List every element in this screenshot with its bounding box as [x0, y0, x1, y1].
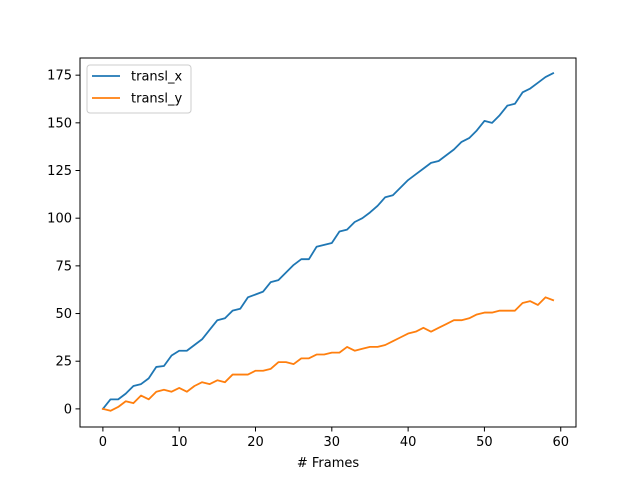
y-tick-label: 100 — [47, 212, 72, 227]
legend-box — [86, 64, 192, 114]
x-tick-label: 50 — [476, 435, 493, 450]
legend-label-transl_y: transl_y — [131, 92, 183, 107]
y-tick-label: 25 — [55, 355, 72, 370]
series-line-transl_y — [101, 296, 555, 412]
series-lines — [101, 72, 555, 412]
x-tick-label: 0 — [99, 435, 107, 450]
y-tick-label: 125 — [47, 164, 72, 179]
y-tick-label: 50 — [55, 307, 72, 322]
x-axis-ticks: 0 10 20 30 40 50 60 — [99, 427, 569, 450]
x-axis-label: # Frames — [297, 456, 360, 471]
legend: transl_x transl_y — [86, 64, 192, 114]
x-tick-label: 30 — [324, 435, 341, 450]
y-tick-label: 75 — [55, 259, 72, 274]
y-tick-label: 175 — [47, 69, 72, 84]
x-tick-label: 60 — [552, 435, 569, 450]
x-tick-label: 20 — [247, 435, 264, 450]
y-tick-label: 150 — [47, 116, 72, 131]
y-tick-label: 0 — [64, 402, 72, 417]
legend-label-transl_x: transl_x — [131, 70, 183, 85]
x-tick-label: 40 — [400, 435, 417, 450]
plot-frame — [79, 57, 577, 428]
series-line-transl_x — [101, 72, 555, 411]
x-tick-label: 10 — [171, 435, 188, 450]
y-axis-ticks: 0 25 50 75 100 125 150 175 — [47, 69, 80, 417]
